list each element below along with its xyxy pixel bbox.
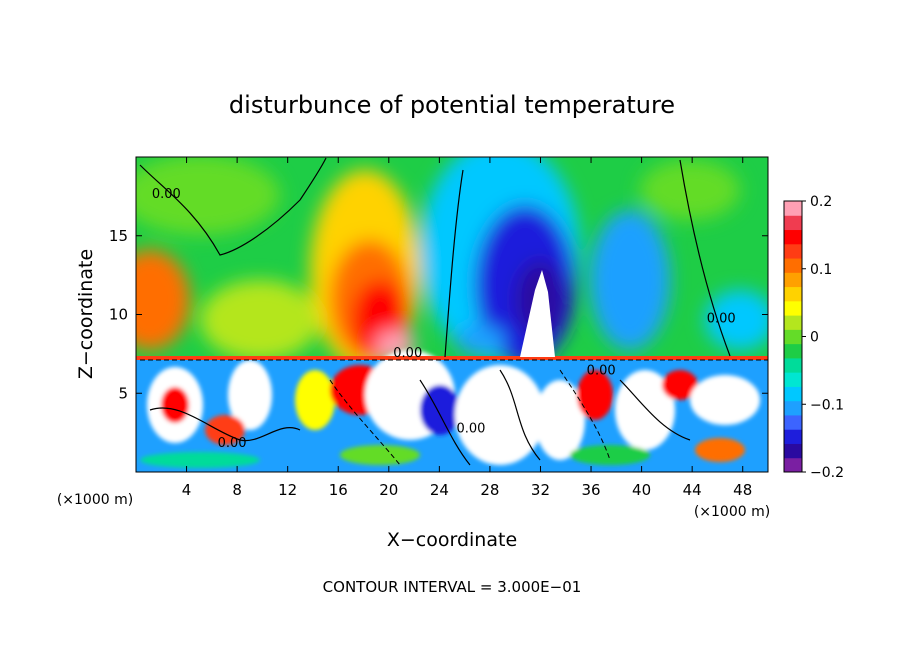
y-tick-label: 5 <box>118 384 128 402</box>
colorbar: 0.2 0.1 0 −0.1 −0.2 <box>783 194 844 481</box>
colorbar-swatch <box>784 229 802 245</box>
colorbar-swatch <box>784 315 802 330</box>
colorbar-swatch <box>784 443 802 459</box>
chart-title: disturbunce of potential temperature <box>229 91 675 119</box>
colorbar-swatch <box>784 243 802 259</box>
colorbar-swatch <box>784 258 802 273</box>
x-axis-ticks: 4 8 12 16 20 24 28 32 36 40 44 48 <box>182 157 752 499</box>
colorbar-swatch <box>784 343 802 359</box>
y-axis-label: Z−coordinate <box>75 249 97 379</box>
x-tick-label: 32 <box>531 481 550 499</box>
contour-label: 0.00 <box>393 346 422 361</box>
contour-line-dashed <box>329 379 401 466</box>
heatmap-field <box>136 157 768 472</box>
colorbar-swatch <box>784 429 802 444</box>
colorbar-swatch <box>784 357 802 373</box>
x-tick-label: 40 <box>632 481 651 499</box>
x-tick-label: 20 <box>379 481 398 499</box>
colorbar-swatch <box>784 372 802 387</box>
colorbar-swatch <box>784 400 802 416</box>
colorbar-swatch <box>784 300 802 316</box>
contour-label: 0.00 <box>218 436 247 451</box>
x-tick-label: 24 <box>430 481 449 499</box>
contour-line <box>619 379 691 441</box>
y-unit-label: (×1000 m) <box>694 504 770 520</box>
x-tick-label: 12 <box>278 481 297 499</box>
x-unit-label: (×1000 m) <box>57 492 133 508</box>
contour-line <box>499 369 541 461</box>
colorbar-swatch <box>784 457 802 473</box>
colorbar-swatch <box>784 414 802 430</box>
x-tick-label: 16 <box>329 481 348 499</box>
colorbar-tick-label: 0.2 <box>810 194 832 210</box>
contour-line <box>419 379 471 466</box>
colorbar-tick-label: 0.1 <box>810 262 832 278</box>
colorbar-tick-label: −0.2 <box>810 465 844 481</box>
y-tick-label: 10 <box>109 306 128 324</box>
contour-line <box>444 169 464 358</box>
x-tick-label: 36 <box>581 481 600 499</box>
x-tick-label: 48 <box>733 481 752 499</box>
colorbar-swatch <box>784 272 802 288</box>
y-axis-ticks: 5 10 15 <box>109 227 768 402</box>
x-axis-label: X−coordinate <box>387 529 517 551</box>
contour-label: 0.00 <box>152 187 181 202</box>
contour-line <box>679 159 731 357</box>
contour-label: 0.00 <box>587 363 616 378</box>
contour-line <box>139 157 327 256</box>
x-tick-label: 4 <box>182 481 192 499</box>
colorbar-swatch <box>784 201 802 216</box>
x-tick-label: 44 <box>683 481 702 499</box>
contour-label: 0.00 <box>456 422 485 437</box>
contour-interval-label: CONTOUR INTERVAL = 3.000E−01 <box>323 578 582 596</box>
colorbar-tick-label: 0 <box>810 330 819 346</box>
colorbar-swatch <box>784 215 802 231</box>
x-tick-label: 28 <box>480 481 499 499</box>
y-tick-label: 15 <box>109 227 128 245</box>
contour-labels: 0.00 0.00 0.00 0.00 0.00 0.00 <box>152 187 736 451</box>
colorbar-swatch <box>784 286 802 302</box>
colorbar-swatch <box>784 329 802 345</box>
colorbar-tick-label: −0.1 <box>810 397 844 413</box>
contour-line-dashed <box>559 369 611 461</box>
x-tick-label: 8 <box>232 481 242 499</box>
colorbar-swatch <box>784 386 802 402</box>
contour-line <box>149 407 301 442</box>
contour-label: 0.00 <box>707 311 736 326</box>
